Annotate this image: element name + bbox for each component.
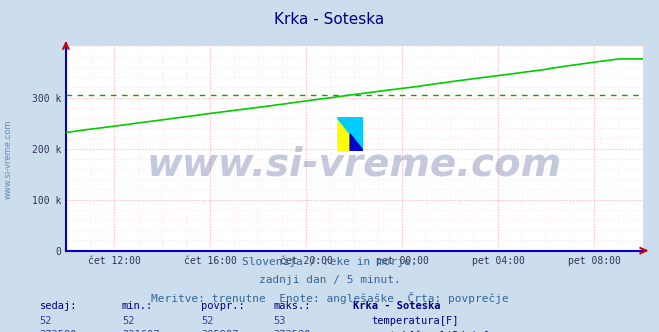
Text: 231607: 231607	[122, 330, 159, 332]
Text: Krka - Soteska: Krka - Soteska	[274, 12, 385, 27]
Text: pretok[čevelj3/min]: pretok[čevelj3/min]	[371, 330, 490, 332]
Text: temperatura[F]: temperatura[F]	[371, 316, 459, 326]
Polygon shape	[337, 118, 363, 151]
Text: povpr.:: povpr.:	[201, 301, 244, 311]
Text: 52: 52	[122, 316, 134, 326]
Text: 373580: 373580	[273, 330, 311, 332]
Text: 52: 52	[40, 316, 52, 326]
Text: 305907: 305907	[201, 330, 239, 332]
Text: 373580: 373580	[40, 330, 77, 332]
Polygon shape	[350, 134, 363, 151]
Text: zadnji dan / 5 minut.: zadnji dan / 5 minut.	[258, 275, 401, 285]
Text: maks.:: maks.:	[273, 301, 311, 311]
Polygon shape	[337, 118, 363, 151]
Text: Slovenija / reke in morje.: Slovenija / reke in morje.	[242, 257, 417, 267]
Text: www.si-vreme.com: www.si-vreme.com	[3, 120, 13, 199]
Text: Krka - Soteska: Krka - Soteska	[353, 301, 440, 311]
Text: 53: 53	[273, 316, 286, 326]
Text: www.si-vreme.com: www.si-vreme.com	[146, 146, 562, 184]
Text: min.:: min.:	[122, 301, 153, 311]
Text: 52: 52	[201, 316, 214, 326]
Text: sedaj:: sedaj:	[40, 301, 77, 311]
Text: Meritve: trenutne  Enote: anglešaške  Črta: povprečje: Meritve: trenutne Enote: anglešaške Črta…	[151, 292, 508, 304]
